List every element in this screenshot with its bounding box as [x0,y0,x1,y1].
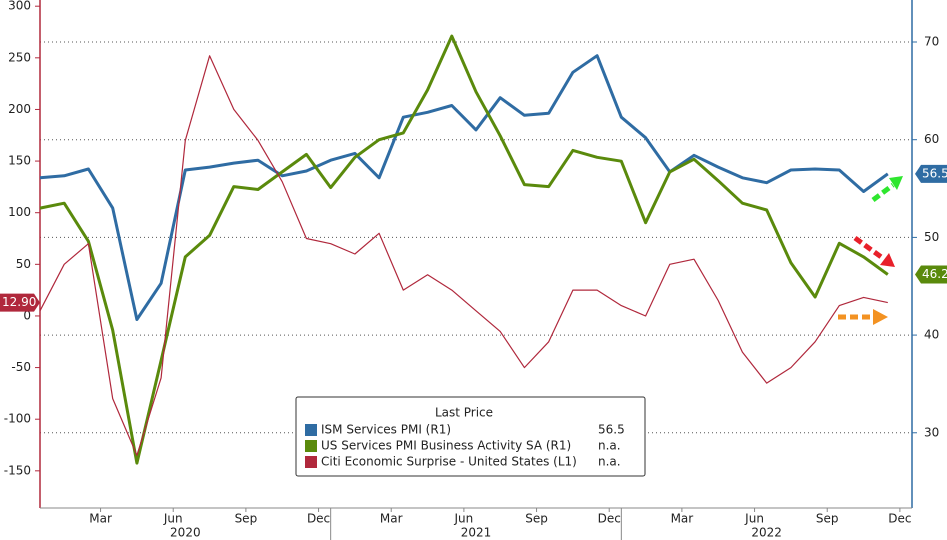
legend-last-price: 56.5 [598,423,625,437]
y-tick-label: 200 [8,102,31,116]
legend-label: Citi Economic Surprise - United States (… [321,455,577,469]
year-label: 2020 [170,526,201,540]
x-tick-label: Mar [89,512,112,526]
legend-title: Last Price [435,406,493,420]
last-value-label: 46.2 [922,267,947,281]
y-tick-label: -50 [11,360,31,374]
x-tick-label: Dec [307,512,330,526]
last-value-label: 56.5 [922,166,947,180]
last-value-label: 12.90 [2,295,36,309]
last-value-tag [0,293,40,312]
x-tick-label: Sep [816,512,839,526]
y-tick-label: -100 [4,412,31,426]
last-value-tag [915,265,947,284]
x-tick-label: Sep [525,512,548,526]
x-tick-label: Jun [163,512,183,526]
y-tick-label: 150 [8,154,31,168]
y2-tick-label: 70 [924,35,939,49]
legend-last-price: n.a. [598,455,621,469]
y-tick-label: 0 [23,308,31,322]
legend-label: ISM Services PMI (R1) [321,423,451,437]
y-tick-label: 250 [8,50,31,64]
x-tick-label: Jun [454,512,474,526]
year-label: 2021 [461,526,492,540]
x-tick-label: Dec [598,512,621,526]
legend: Last Price ISM Services PMI (R1) 56.5 US S… [295,396,646,477]
x-tick-label: Mar [380,512,403,526]
green-arrow [871,183,895,202]
last-value-tag [915,164,947,183]
y-tick-label: -150 [4,463,31,477]
red-arrow [853,235,886,262]
annotation-arrows [838,176,903,325]
legend-swatch [305,424,317,436]
legend-label: US Services PMI Business Activity SA (R1… [321,439,571,453]
y2-tick-label: 60 [924,132,939,146]
y-tick-label: 300 [8,0,31,13]
orange-arrowhead [873,309,888,325]
x-tick-label: Mar [671,512,694,526]
year-label: 2022 [751,526,782,540]
y-tick-label: 50 [16,257,31,271]
x-tick-label: Dec [888,512,911,526]
legend-swatch [305,440,317,452]
y2-tick-label: 50 [924,230,939,244]
series-line [39,55,888,456]
legend-swatch [305,456,317,468]
x-tick-label: Jun [744,512,764,526]
x-tick-label: Sep [235,512,258,526]
green-arrowhead [889,176,903,190]
series-line [39,54,889,321]
legend-last-price: n.a. [598,439,621,453]
y-tick-label: 100 [8,205,31,219]
y2-tick-label: 30 [924,425,939,439]
red-arrowhead [880,253,895,267]
y2-tick-label: 40 [924,328,939,342]
legend-box [295,396,646,477]
series-line [39,34,889,465]
